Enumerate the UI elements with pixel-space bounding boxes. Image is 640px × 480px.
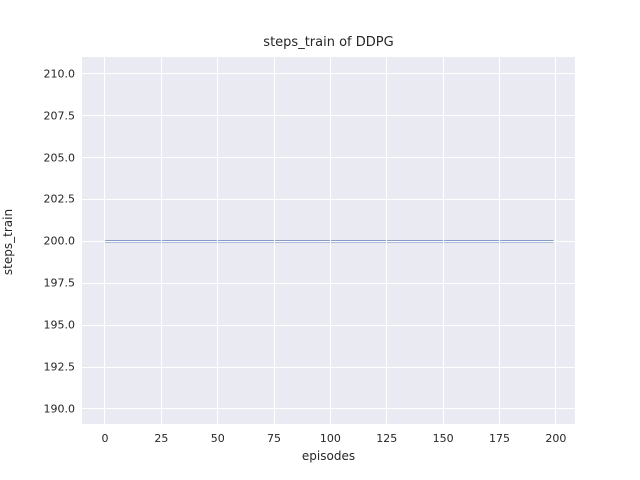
x-gridline (273, 57, 275, 424)
x-tick-label: 100 (319, 432, 341, 445)
x-tick-label: 0 (101, 432, 109, 445)
y-gridline (82, 115, 575, 117)
chart-title: steps_train of DDPG (263, 35, 394, 50)
y-gridline (82, 198, 575, 200)
x-tick-label: 125 (376, 432, 398, 445)
x-gridline (555, 57, 557, 424)
x-tick-label: 200 (545, 432, 567, 445)
y-gridline (82, 240, 575, 242)
x-gridline (104, 57, 106, 424)
y-gridline (82, 73, 575, 75)
x-gridline (160, 57, 162, 424)
y-gridline (82, 282, 575, 284)
y-axis-label-text: steps_train (1, 208, 15, 276)
y-gridline (82, 324, 575, 326)
y-tick-label: 192.5 (43, 360, 76, 374)
y-gridline (82, 408, 575, 410)
x-tick-label: 50 (210, 432, 225, 445)
x-tick-label: 75 (267, 432, 282, 445)
x-gridline (217, 57, 219, 424)
x-axis-label: episodes (301, 449, 356, 463)
x-tick-label: 150 (432, 432, 454, 445)
x-gridline (329, 57, 331, 424)
x-gridline (442, 57, 444, 424)
plot-area (82, 57, 575, 424)
y-gridline (82, 157, 575, 159)
y-tick-label: 205.0 (43, 151, 76, 165)
y-tick-label: 210.0 (43, 67, 76, 81)
x-tick-label: 25 (154, 432, 169, 445)
y-tick-label: 200.0 (43, 234, 76, 248)
x-tick-label: 175 (488, 432, 510, 445)
y-tick-label: 190.0 (43, 402, 76, 416)
y-tick-label: 202.5 (43, 192, 76, 206)
y-tick-label: 197.5 (43, 276, 76, 290)
y-tick-label: 207.5 (43, 109, 76, 123)
y-tick-label: 195.0 (43, 318, 76, 332)
x-gridline (386, 57, 388, 424)
x-gridline (498, 57, 500, 424)
y-gridline (82, 366, 575, 368)
